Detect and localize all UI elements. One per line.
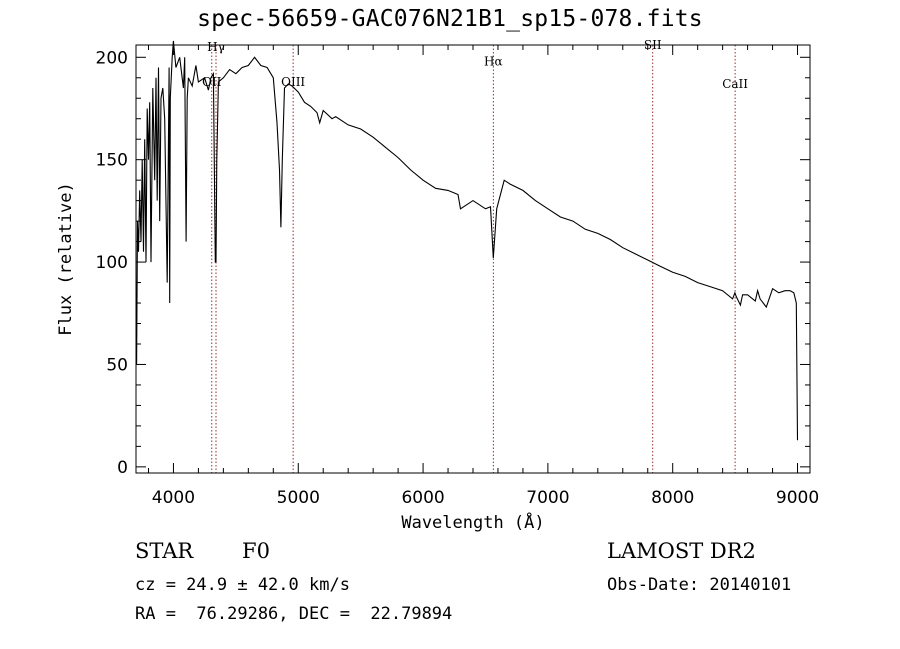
x-axis-label: Wavelength (Å) <box>401 511 544 533</box>
x-tick-label: 4000 <box>152 488 195 508</box>
spectral-line-label: OII <box>202 75 222 89</box>
spectral-line-label: SII <box>644 38 662 52</box>
y-tick-label: 100 <box>96 253 128 273</box>
survey-name: LAMOST DR2 <box>607 539 756 563</box>
x-tick-label: 7000 <box>526 488 569 508</box>
x-tick-label: 9000 <box>776 488 819 508</box>
plot-frame <box>135 44 811 474</box>
y-tick-label: 200 <box>96 48 128 68</box>
x-tick-label: 6000 <box>401 488 444 508</box>
x-tick-label: 8000 <box>651 488 694 508</box>
y-tick-label: 150 <box>96 151 128 171</box>
chart-title: spec-56659-GAC076N21B1_sp15-078.fits <box>197 6 703 32</box>
y-tick-label: 50 <box>106 355 128 375</box>
redshift-cz: cz = 24.9 ± 42.0 km/s <box>135 575 350 595</box>
object-class: STAR <box>135 539 194 563</box>
spectral-line-label: OIII <box>281 75 305 89</box>
observation-date: Obs-Date: 20140101 <box>607 575 792 595</box>
x-tick-label: 5000 <box>277 488 320 508</box>
spectral-line-label: Hα <box>484 54 503 68</box>
spectral-line-label: Hγ <box>207 40 225 54</box>
y-axis-label: Flux (relative) <box>56 182 76 336</box>
y-tick-label: 0 <box>117 458 128 478</box>
coordinates: RA = 76.29286, DEC = 22.79894 <box>135 604 453 624</box>
spectral-line-label: CaII <box>722 77 748 91</box>
object-subclass: F0 <box>242 539 270 563</box>
flux-series-line <box>136 40 799 441</box>
